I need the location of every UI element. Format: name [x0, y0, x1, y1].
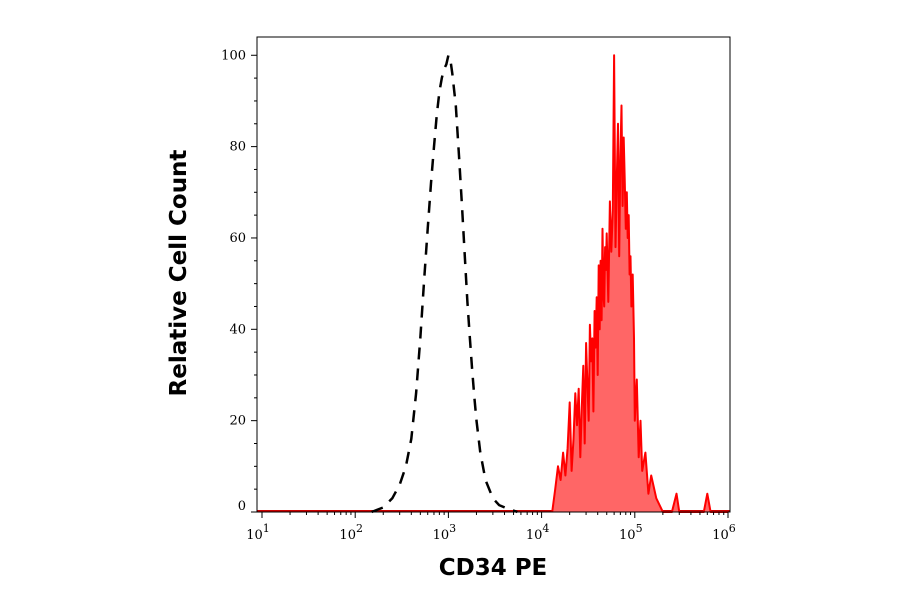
x-tick-label-exponent: 1	[263, 522, 270, 535]
y-axis-title: Relative Cell Count	[166, 150, 192, 397]
x-tick-label-base: 10	[619, 528, 636, 543]
x-tick-label-exponent: 4	[542, 522, 549, 535]
x-tick-label-exponent: 2	[356, 522, 363, 535]
x-tick-label-base: 10	[526, 528, 543, 543]
y-tick-label: 40	[229, 322, 246, 337]
x-tick-label: 101	[246, 522, 270, 543]
x-tick-label: 105	[619, 522, 643, 543]
x-tick-label-exponent: 3	[449, 522, 456, 535]
y-tick-label: 80	[229, 140, 246, 155]
x-tick-label-exponent: 6	[729, 522, 736, 535]
x-tick-label-base: 10	[246, 528, 263, 543]
series-layer	[257, 51, 730, 514]
y-tick-label: 100	[221, 48, 246, 63]
x-axis-title: CD34 PE	[439, 555, 548, 581]
x-tick-label-base: 10	[712, 528, 729, 543]
x-tick-layer: 101 102 103 104 105 106	[246, 512, 736, 543]
plot-frame	[256, 36, 731, 513]
x-tick-label: 104	[526, 522, 550, 543]
series-dashed-line-0	[371, 51, 518, 514]
x-tick-label-base: 10	[433, 528, 450, 543]
y-tick-layer: 0 20 40 60 80 100	[221, 48, 257, 514]
series-fill-1	[552, 55, 728, 513]
x-tick-label: 106	[712, 522, 736, 543]
y-tick-label: 60	[229, 231, 246, 246]
x-tick-label: 102	[339, 522, 363, 543]
y-tick-label: 20	[229, 414, 246, 429]
y-tick-label: 0	[238, 499, 246, 514]
x-tick-label-base: 10	[339, 528, 356, 543]
x-tick-label-exponent: 5	[636, 522, 643, 535]
x-tick-label: 103	[433, 522, 457, 543]
series-line-1	[551, 54, 728, 513]
